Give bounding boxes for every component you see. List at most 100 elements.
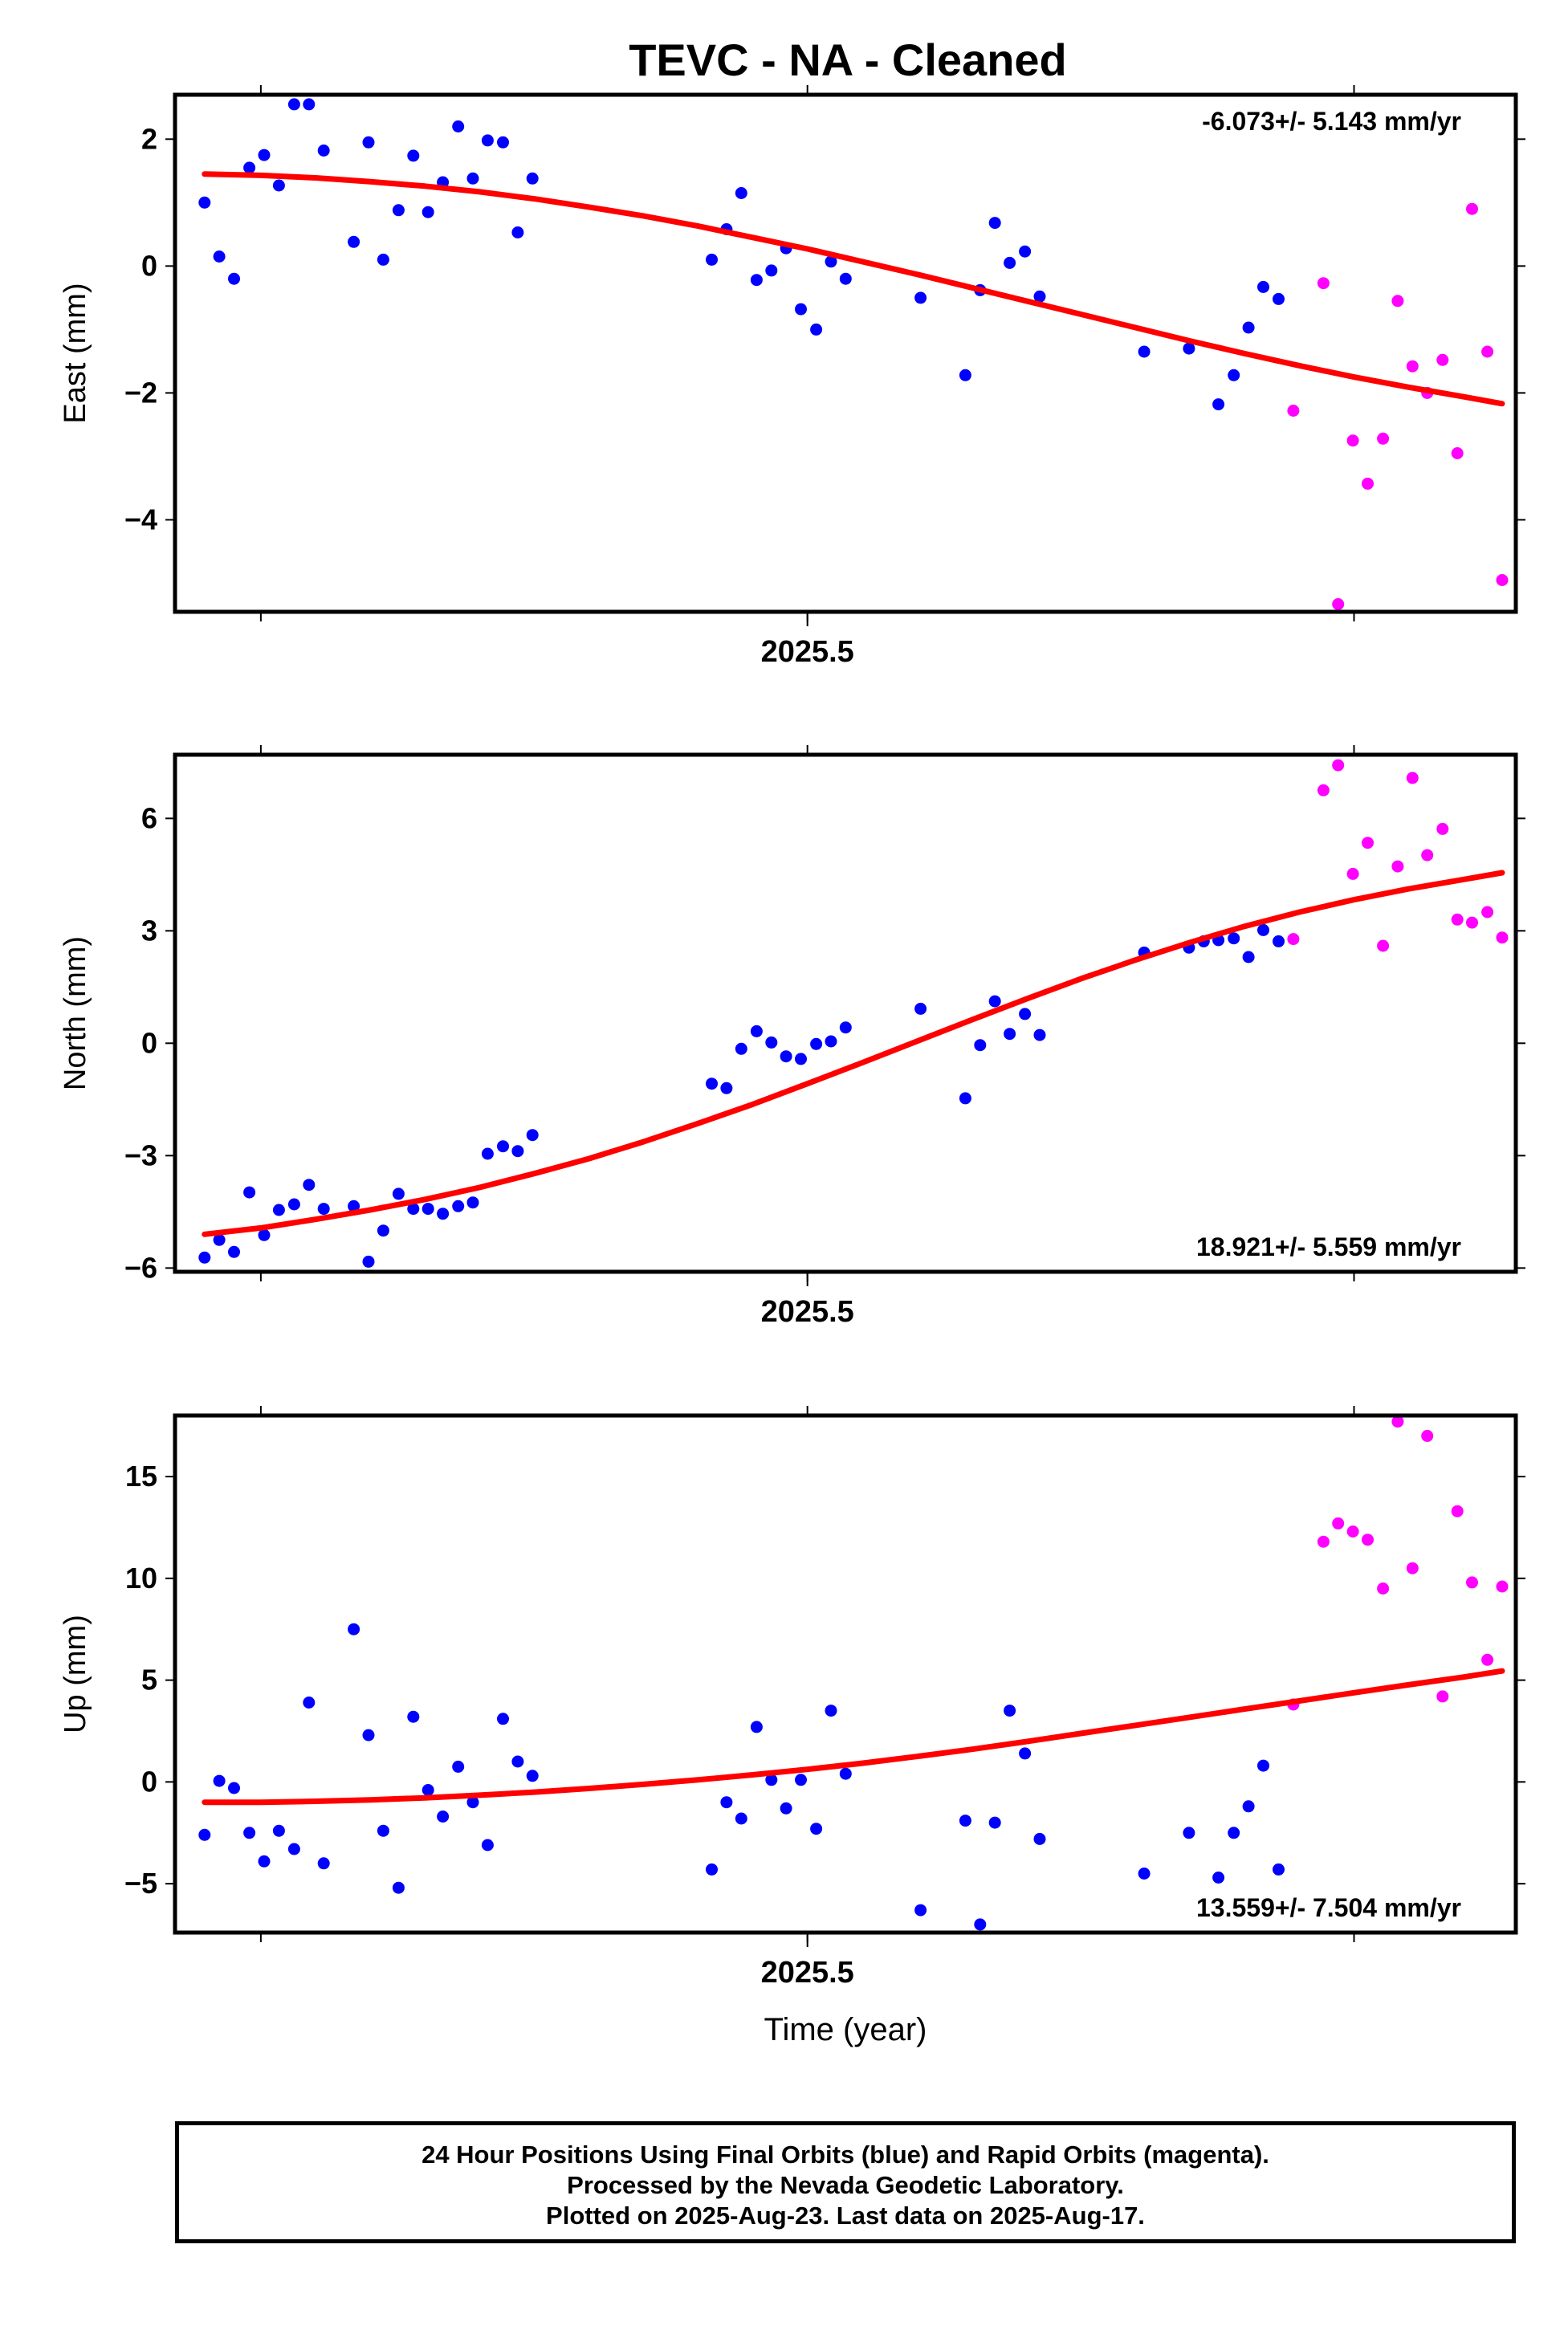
north-final-point xyxy=(1257,923,1269,936)
north-final-point xyxy=(810,1037,823,1050)
north-final-point xyxy=(466,1196,479,1209)
north-ytick-label: −3 xyxy=(124,1139,157,1171)
up-final-point xyxy=(452,1760,465,1773)
east-final-point xyxy=(1257,280,1269,293)
chart-title: TEVC - NA - Cleaned xyxy=(629,35,1067,85)
north-final-point xyxy=(988,995,1001,1008)
north-xtick-label: 2025.5 xyxy=(761,1295,854,1329)
up-panel: −5 0 5 10 15 2025.5 Up (mm) Time (year) 13.559+/… xyxy=(59,1406,1525,2047)
east-final-point xyxy=(303,98,316,111)
east-final-point xyxy=(407,149,420,162)
north-rapid-point xyxy=(1406,772,1419,784)
up-final-point xyxy=(392,1881,405,1894)
up-rapid-point xyxy=(1317,1535,1330,1548)
east-rapid-point xyxy=(1391,295,1404,308)
up-final-point xyxy=(497,1713,509,1725)
north-final-point xyxy=(422,1203,434,1216)
east-final-point xyxy=(1228,369,1240,381)
up-final-point xyxy=(258,1855,271,1868)
up-final-point xyxy=(1004,1705,1016,1717)
up-final-point xyxy=(750,1721,763,1733)
east-final-point xyxy=(750,274,763,287)
up-rapid-point xyxy=(1421,1429,1434,1442)
up-rapid-point xyxy=(1466,1576,1478,1589)
north-rapid-point xyxy=(1421,849,1434,862)
north-ylabel: North (mm) xyxy=(59,936,92,1090)
up-rapid-point xyxy=(1481,1653,1494,1666)
up-final-point xyxy=(422,1784,434,1796)
up-ytick-label: 10 xyxy=(125,1562,157,1595)
up-final-point xyxy=(1212,1872,1225,1884)
up-final-point xyxy=(825,1705,837,1717)
up-rapid-point xyxy=(1346,1525,1359,1538)
north-final-point xyxy=(287,1198,300,1211)
north-ytick-label: −6 xyxy=(124,1251,157,1284)
north-final-point xyxy=(362,1255,375,1268)
north-final-point xyxy=(974,1039,987,1052)
north-ytick-label: 6 xyxy=(141,801,157,834)
east-final-point xyxy=(466,172,479,185)
up-ytick-label: 5 xyxy=(141,1664,157,1697)
east-final-point xyxy=(243,161,256,174)
north-final-point xyxy=(526,1129,539,1142)
north-rapid-point xyxy=(1436,822,1449,835)
east-final-point xyxy=(287,98,300,111)
up-data xyxy=(198,1416,1509,1931)
up-final-point xyxy=(1033,1832,1046,1845)
up-final-point xyxy=(974,1918,987,1931)
up-ytick-label: 0 xyxy=(141,1765,157,1798)
up-final-point xyxy=(1273,1863,1285,1876)
north-rapid-point xyxy=(1346,867,1359,880)
up-final-point xyxy=(377,1824,389,1837)
north-final-point xyxy=(198,1251,211,1264)
up-ytick-label: −5 xyxy=(124,1867,157,1900)
east-rapid-point xyxy=(1332,598,1345,610)
north-rapid-point xyxy=(1317,784,1330,796)
east-final-point xyxy=(825,255,837,268)
up-final-point xyxy=(362,1729,375,1741)
north-final-point xyxy=(765,1036,778,1049)
east-final-point xyxy=(1242,321,1255,334)
east-rapid-point xyxy=(1317,277,1330,290)
up-final-point xyxy=(213,1774,226,1787)
north-final-point xyxy=(437,1208,450,1220)
north-ytick-label: 0 xyxy=(141,1026,157,1059)
north-final-point xyxy=(213,1233,226,1246)
east-final-point xyxy=(810,323,823,336)
east-panel: −4 −2 0 2 2025.5 East (mm) -6.073+/- 5.143 mm/… xyxy=(59,85,1525,669)
north-rapid-point xyxy=(1362,837,1374,849)
north-data xyxy=(198,759,1509,1268)
east-fit-line xyxy=(202,171,1505,407)
east-final-point xyxy=(1033,290,1046,303)
up-final-point xyxy=(272,1824,285,1837)
up-final-point xyxy=(1257,1759,1269,1772)
east-final-point xyxy=(765,264,778,277)
north-fit-line xyxy=(202,870,1505,1237)
north-final-point xyxy=(511,1145,524,1158)
up-final-point xyxy=(735,1812,747,1825)
north-final-point xyxy=(825,1035,837,1048)
footer-box: 24 Hour Positions Using Final Orbits (bl… xyxy=(175,2121,1516,2243)
east-final-point xyxy=(511,226,524,238)
up-rapid-point xyxy=(1451,1505,1464,1517)
east-final-point xyxy=(392,204,405,217)
up-ylabel: Up (mm) xyxy=(59,1615,92,1733)
up-xlabel: Time (year) xyxy=(764,2012,927,2047)
east-xtick-label: 2025.5 xyxy=(761,635,854,669)
up-rapid-point xyxy=(1496,1580,1509,1593)
east-rapid-point xyxy=(1362,477,1374,490)
east-final-point xyxy=(377,253,389,266)
east-final-point xyxy=(198,196,211,209)
north-final-point xyxy=(452,1200,465,1212)
up-final-point xyxy=(839,1767,852,1780)
east-final-point xyxy=(348,235,360,248)
east-final-point xyxy=(258,149,271,161)
east-ytick-label: −2 xyxy=(124,376,157,409)
east-final-point xyxy=(422,206,434,218)
north-final-point xyxy=(243,1186,256,1199)
east-final-point xyxy=(362,136,375,149)
north-rapid-point xyxy=(1481,906,1494,919)
north-final-point xyxy=(392,1187,405,1200)
east-rate-label: -6.073+/- 5.143 mm/yr xyxy=(1202,107,1461,136)
east-rapid-point xyxy=(1436,353,1449,366)
